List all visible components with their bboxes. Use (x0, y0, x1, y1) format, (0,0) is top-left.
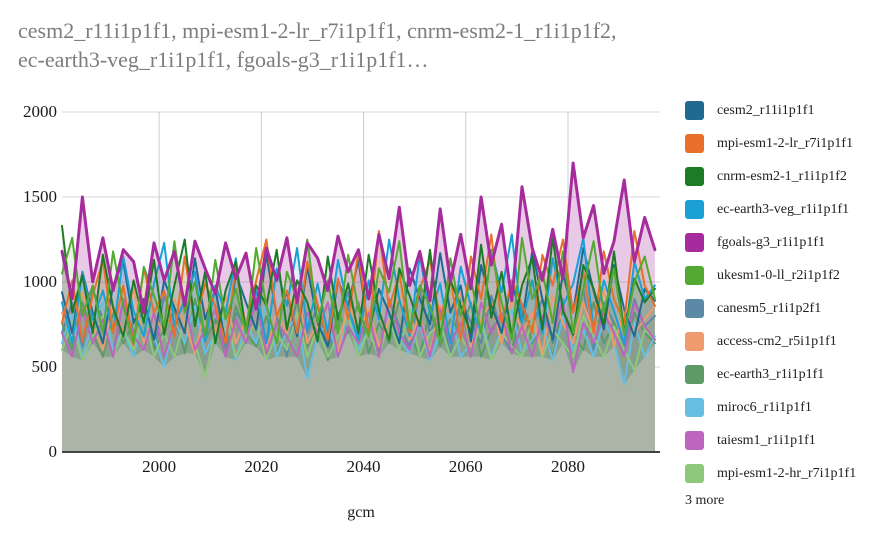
x-axis-tick-label: 2040 (346, 457, 381, 476)
legend-label: cesm2_r11i1p1f1 (717, 102, 815, 118)
legend-item-ec-earth3-veg_r1i1p1f1[interactable]: ec-earth3-veg_r1i1p1f1 (685, 200, 880, 219)
legend-label: canesm5_r1i1p2f1 (717, 300, 822, 316)
series-line-miroc6_r1i1p1f1 (61, 301, 656, 385)
y-axis-tick-label: 2000 (23, 102, 57, 121)
legend-item-mpi-esm1-2-lr_r7i1p1f1[interactable]: mpi-esm1-2-lr_r7i1p1f1 (685, 134, 880, 153)
legend-item-miroc6_r1i1p1f1[interactable]: miroc6_r1i1p1f1 (685, 398, 880, 417)
legend-swatch-icon (685, 299, 704, 318)
y-axis-tick-label: 1500 (23, 187, 57, 206)
x-axis-tick-label: 2000 (142, 457, 177, 476)
overlap-region (62, 333, 655, 452)
x-axis-tick-label: 2020 (244, 457, 279, 476)
legend-swatch-icon (685, 134, 704, 153)
y-axis-tick-label: 1000 (23, 272, 57, 291)
legend-label: miroc6_r1i1p1f1 (717, 399, 812, 415)
series-line-ec-earth3_r1i1p1f1 (61, 298, 656, 362)
legend-item-ec-earth3_r1i1p1f1[interactable]: ec-earth3_r1i1p1f1 (685, 365, 880, 384)
legend-label: mpi-esm1-2-hr_r7i1p1f1 (717, 465, 857, 481)
legend-item-taiesm1_r1i1p1f1[interactable]: taiesm1_r1i1p1f1 (685, 431, 880, 450)
legend-swatch-icon (685, 266, 704, 285)
legend-label: ec-earth3_r1i1p1f1 (717, 366, 825, 382)
legend-label: mpi-esm1-2-lr_r7i1p1f1 (717, 135, 854, 151)
legend-swatch-icon (685, 233, 704, 252)
legend-label: cnrm-esm2-1_r1i1p1f2 (717, 168, 847, 184)
legend-item-canesm5_r1i1p2f1[interactable]: canesm5_r1i1p2f1 (685, 299, 880, 318)
legend-label: taiesm1_r1i1p1f1 (717, 432, 816, 448)
legend-swatch-icon (685, 332, 704, 351)
chart-title-line2: ec-earth3-veg_r1i1p1f1, fgoals-g3_r1i1p1… (18, 47, 429, 72)
y-axis-tick-label: 500 (31, 357, 58, 376)
legend-swatch-icon (685, 101, 704, 120)
y-axis-tick-label: 0 (48, 442, 58, 461)
legend-more-button[interactable]: 3 more (685, 493, 725, 508)
legend-swatch-icon (685, 167, 704, 186)
legend-label: ec-earth3-veg_r1i1p1f1 (717, 201, 850, 217)
x-axis-title: gcm (347, 504, 375, 521)
chart-title: cesm2_r11i1p1f1, mpi-esm1-2-lr_r7i1p1f1,… (18, 16, 668, 74)
series-line-ukesm1-0-ll_r2i1p1f2 (61, 236, 656, 345)
legend-swatch-icon (685, 398, 704, 417)
legend-item-cnrm-esm2-1_r1i1p1f2[interactable]: cnrm-esm2-1_r1i1p1f2 (685, 167, 880, 186)
x-axis-tick-label: 2060 (448, 457, 483, 476)
legend-item-cesm2_r11i1p1f1[interactable]: cesm2_r11i1p1f1 (685, 101, 880, 120)
legend-swatch-icon (685, 431, 704, 450)
legend-label: fgoals-g3_r1i1p1f1 (717, 234, 826, 250)
legend-item-fgoals-g3_r1i1p1f1[interactable]: fgoals-g3_r1i1p1f1 (685, 233, 880, 252)
legend-item-ukesm1-0-ll_r2i1p1f2[interactable]: ukesm1-0-ll_r2i1p1f2 (685, 266, 880, 285)
legend-swatch-icon (685, 365, 704, 384)
chart-title-line1: cesm2_r11i1p1f1, mpi-esm1-2-lr_r7i1p1f1,… (18, 18, 617, 43)
series-line-cnrm-esm2-1_r1i1p1f2 (61, 224, 656, 345)
legend-item-mpi-esm1-2-hr_r7i1p1f1[interactable]: mpi-esm1-2-hr_r7i1p1f1 (685, 464, 880, 483)
legend-swatch-icon (685, 200, 704, 219)
legend-label: ukesm1-0-ll_r2i1p1f2 (717, 267, 840, 283)
series-line-fgoals-g3_r1i1p1f1 (60, 161, 657, 315)
x-axis-tick-label: 2080 (551, 457, 585, 476)
legend-label: access-cm2_r5i1p1f1 (717, 333, 837, 349)
legend-item-access-cm2_r5i1p1f1[interactable]: access-cm2_r5i1p1f1 (685, 332, 880, 351)
legend-swatch-icon (685, 464, 704, 483)
